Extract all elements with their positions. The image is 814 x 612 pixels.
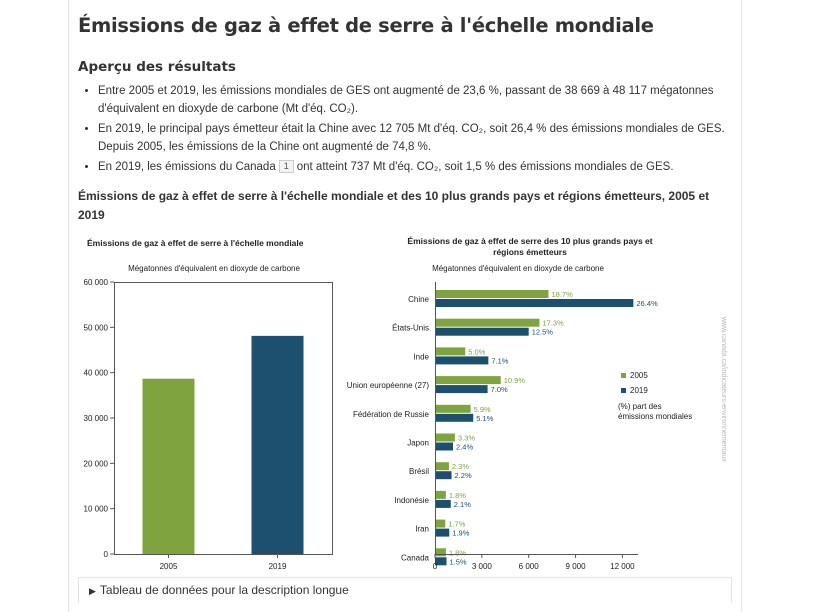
chart1-title: Émissions de gaz à effet de serre à l'éc… xyxy=(87,238,304,248)
summary-list: Entre 2005 et 2019, les émissions mondia… xyxy=(78,82,758,178)
chart2-category-label: Canada xyxy=(401,553,430,562)
data-table-toggle-label: Tableau de données pour la description l… xyxy=(99,583,349,597)
data-table-toggle[interactable]: ▶ Tableau de données pour la description … xyxy=(78,577,732,603)
chart2-bar-2005 xyxy=(435,404,471,413)
footnote-link[interactable]: 1 xyxy=(278,160,294,173)
expand-triangle-icon: ▶ xyxy=(89,586,96,596)
chart2-x-tick-label: 12 000 xyxy=(610,562,635,571)
chart1-y-tick-label: 50 000 xyxy=(84,323,109,332)
chart2-share-label-2019: 7.0% xyxy=(491,385,508,394)
chart2-title-line2: régions émetteurs xyxy=(493,247,567,257)
chart1-bar-2005 xyxy=(142,378,195,554)
chart2-bar-2019 xyxy=(435,557,447,566)
legend-swatch-2019 xyxy=(621,388,626,393)
chart1-y-tick-label: 0 xyxy=(104,550,109,559)
chart2-bar-2005 xyxy=(435,548,446,557)
summary-bullet-1: Entre 2005 et 2019, les émissions mondia… xyxy=(98,82,758,118)
chart2-bar-2019 xyxy=(435,528,450,537)
chart1-x-tick-label: 2019 xyxy=(269,562,287,571)
chart2-bar-2019 xyxy=(435,442,454,451)
chart2-category-label: Union européenne (27) xyxy=(347,381,430,390)
chart1-y-tick-label: 10 000 xyxy=(84,505,109,514)
legend-swatch-2005 xyxy=(621,373,626,378)
chart2-bar-2005 xyxy=(435,290,549,298)
chart1-plot-frame xyxy=(114,282,333,555)
summary-heading: Aperçu des résultats xyxy=(78,59,236,75)
legend-label-2019: 2019 xyxy=(630,386,648,395)
chart2-title-line1: Émissions de gaz à effet de serre des 10… xyxy=(407,236,652,246)
chart2-category-label: Iran xyxy=(415,525,429,534)
chart2-share-label-2005: 10.9% xyxy=(504,376,526,385)
chart2-bar-2005 xyxy=(435,490,446,499)
chart1-y-tick-label: 30 000 xyxy=(84,414,109,423)
top-emitters-chart: Émissions de gaz à effet de serre des 10… xyxy=(347,236,727,571)
chart1-subtitle: Mégatonnes d'équivalent en dioxyde de ca… xyxy=(128,264,300,273)
chart2-bar-2005 xyxy=(435,519,446,528)
chart2-share-label-2005: 18.7% xyxy=(551,290,573,299)
chart2-share-label-2005: 17.3% xyxy=(542,319,564,328)
figure-caption: Émissions de gaz à effet de serre à l'éc… xyxy=(78,189,710,222)
chart2-share-label-2019: 2.2% xyxy=(455,471,472,480)
chart2-legend: 2005 2019 (%) part des émissions mondial… xyxy=(618,371,692,421)
global-emissions-chart: Émissions de gaz à effet de serre à l'éc… xyxy=(84,238,333,571)
legend-note-line1: (%) part des xyxy=(618,402,662,411)
chart2-category-label: Brésil xyxy=(409,467,429,476)
chart2-share-label-2005: 5.0% xyxy=(468,347,485,356)
chart2-share-label-2019: 26.4% xyxy=(636,299,658,308)
chart2-bar-2005 xyxy=(435,318,540,327)
chart2-x-tick-label: 6 000 xyxy=(519,562,540,571)
summary-bullet-2: En 2019, le principal pays émetteur étai… xyxy=(98,120,758,156)
bullet-3-text-end: ont atteint 737 Mt d'éq. CO₂, soit 1,5 %… xyxy=(296,161,674,173)
chart2-category-label: Japon xyxy=(407,439,429,448)
chart2-share-label-2005: 1.8% xyxy=(449,491,466,500)
chart2-bar-2019 xyxy=(435,471,452,480)
chart2-share-label-2019: 1.5% xyxy=(450,557,467,566)
chart2-share-label-2019: 12.5% xyxy=(532,328,554,337)
chart2-share-label-2005: 3.3% xyxy=(458,434,475,443)
watermark: www.canada.ca/indicateurs-environnementa… xyxy=(720,316,727,462)
legend-note-line2: émissions mondiales xyxy=(618,412,692,421)
chart2-bar-2005 xyxy=(435,433,455,442)
chart2-bar-2019 xyxy=(435,356,489,365)
chart2-x-tick-label: 9 000 xyxy=(566,562,587,571)
chart2-bar-2019 xyxy=(435,327,529,336)
legend-label-2005: 2005 xyxy=(630,371,648,380)
chart2-bar-2019 xyxy=(435,385,488,394)
page-title: Émissions de gaz à effet de serre à l'éc… xyxy=(78,14,654,37)
content-frame xyxy=(68,0,742,612)
chart1-y-tick-label: 60 000 xyxy=(84,278,109,287)
chart2-share-label-2019: 5.1% xyxy=(476,414,493,423)
chart2-share-label-2019: 2.4% xyxy=(456,443,473,452)
chart2-category-label: Indonésie xyxy=(394,496,429,505)
bullet-3-text-start: En 2019, les émissions du Canada xyxy=(98,161,276,173)
chart2-share-label-2005: 2.3% xyxy=(452,462,469,471)
chart2-bar-2019 xyxy=(435,499,451,508)
chart1-bar-2019 xyxy=(251,335,304,554)
chart1-y-tick-label: 20 000 xyxy=(84,459,109,468)
chart2-share-label-2005: 1.8% xyxy=(449,548,466,557)
chart2-bar-2019 xyxy=(435,299,634,307)
chart1-y-tick-label: 40 000 xyxy=(84,369,109,378)
chart2-subtitle: Mégatonnes d'équivalent en dioxyde de ca… xyxy=(432,264,604,273)
chart2-category-label: États-Unis xyxy=(392,324,429,333)
chart2-category-label: Chine xyxy=(408,295,429,304)
chart2-share-label-2019: 2.1% xyxy=(454,500,471,509)
chart2-bar-2019 xyxy=(435,413,474,422)
chart2-x-tick-label: 3 000 xyxy=(472,562,493,571)
chart2-bar-2005 xyxy=(435,376,501,385)
chart2-x-tick-label: 0 xyxy=(433,562,438,571)
chart2-share-label-2005: 5.9% xyxy=(474,405,491,414)
chart2-category-label: Inde xyxy=(413,352,429,361)
chart2-category-label: Fédération de Russie xyxy=(353,410,430,419)
chart1-x-tick-label: 2005 xyxy=(160,562,178,571)
chart2-share-label-2019: 1.9% xyxy=(452,529,469,538)
chart2-share-label-2019: 7.1% xyxy=(491,356,508,365)
chart2-bar-2005 xyxy=(435,462,449,471)
chart2-bar-2005 xyxy=(435,347,466,356)
chart2-share-label-2005: 1.7% xyxy=(448,520,465,529)
